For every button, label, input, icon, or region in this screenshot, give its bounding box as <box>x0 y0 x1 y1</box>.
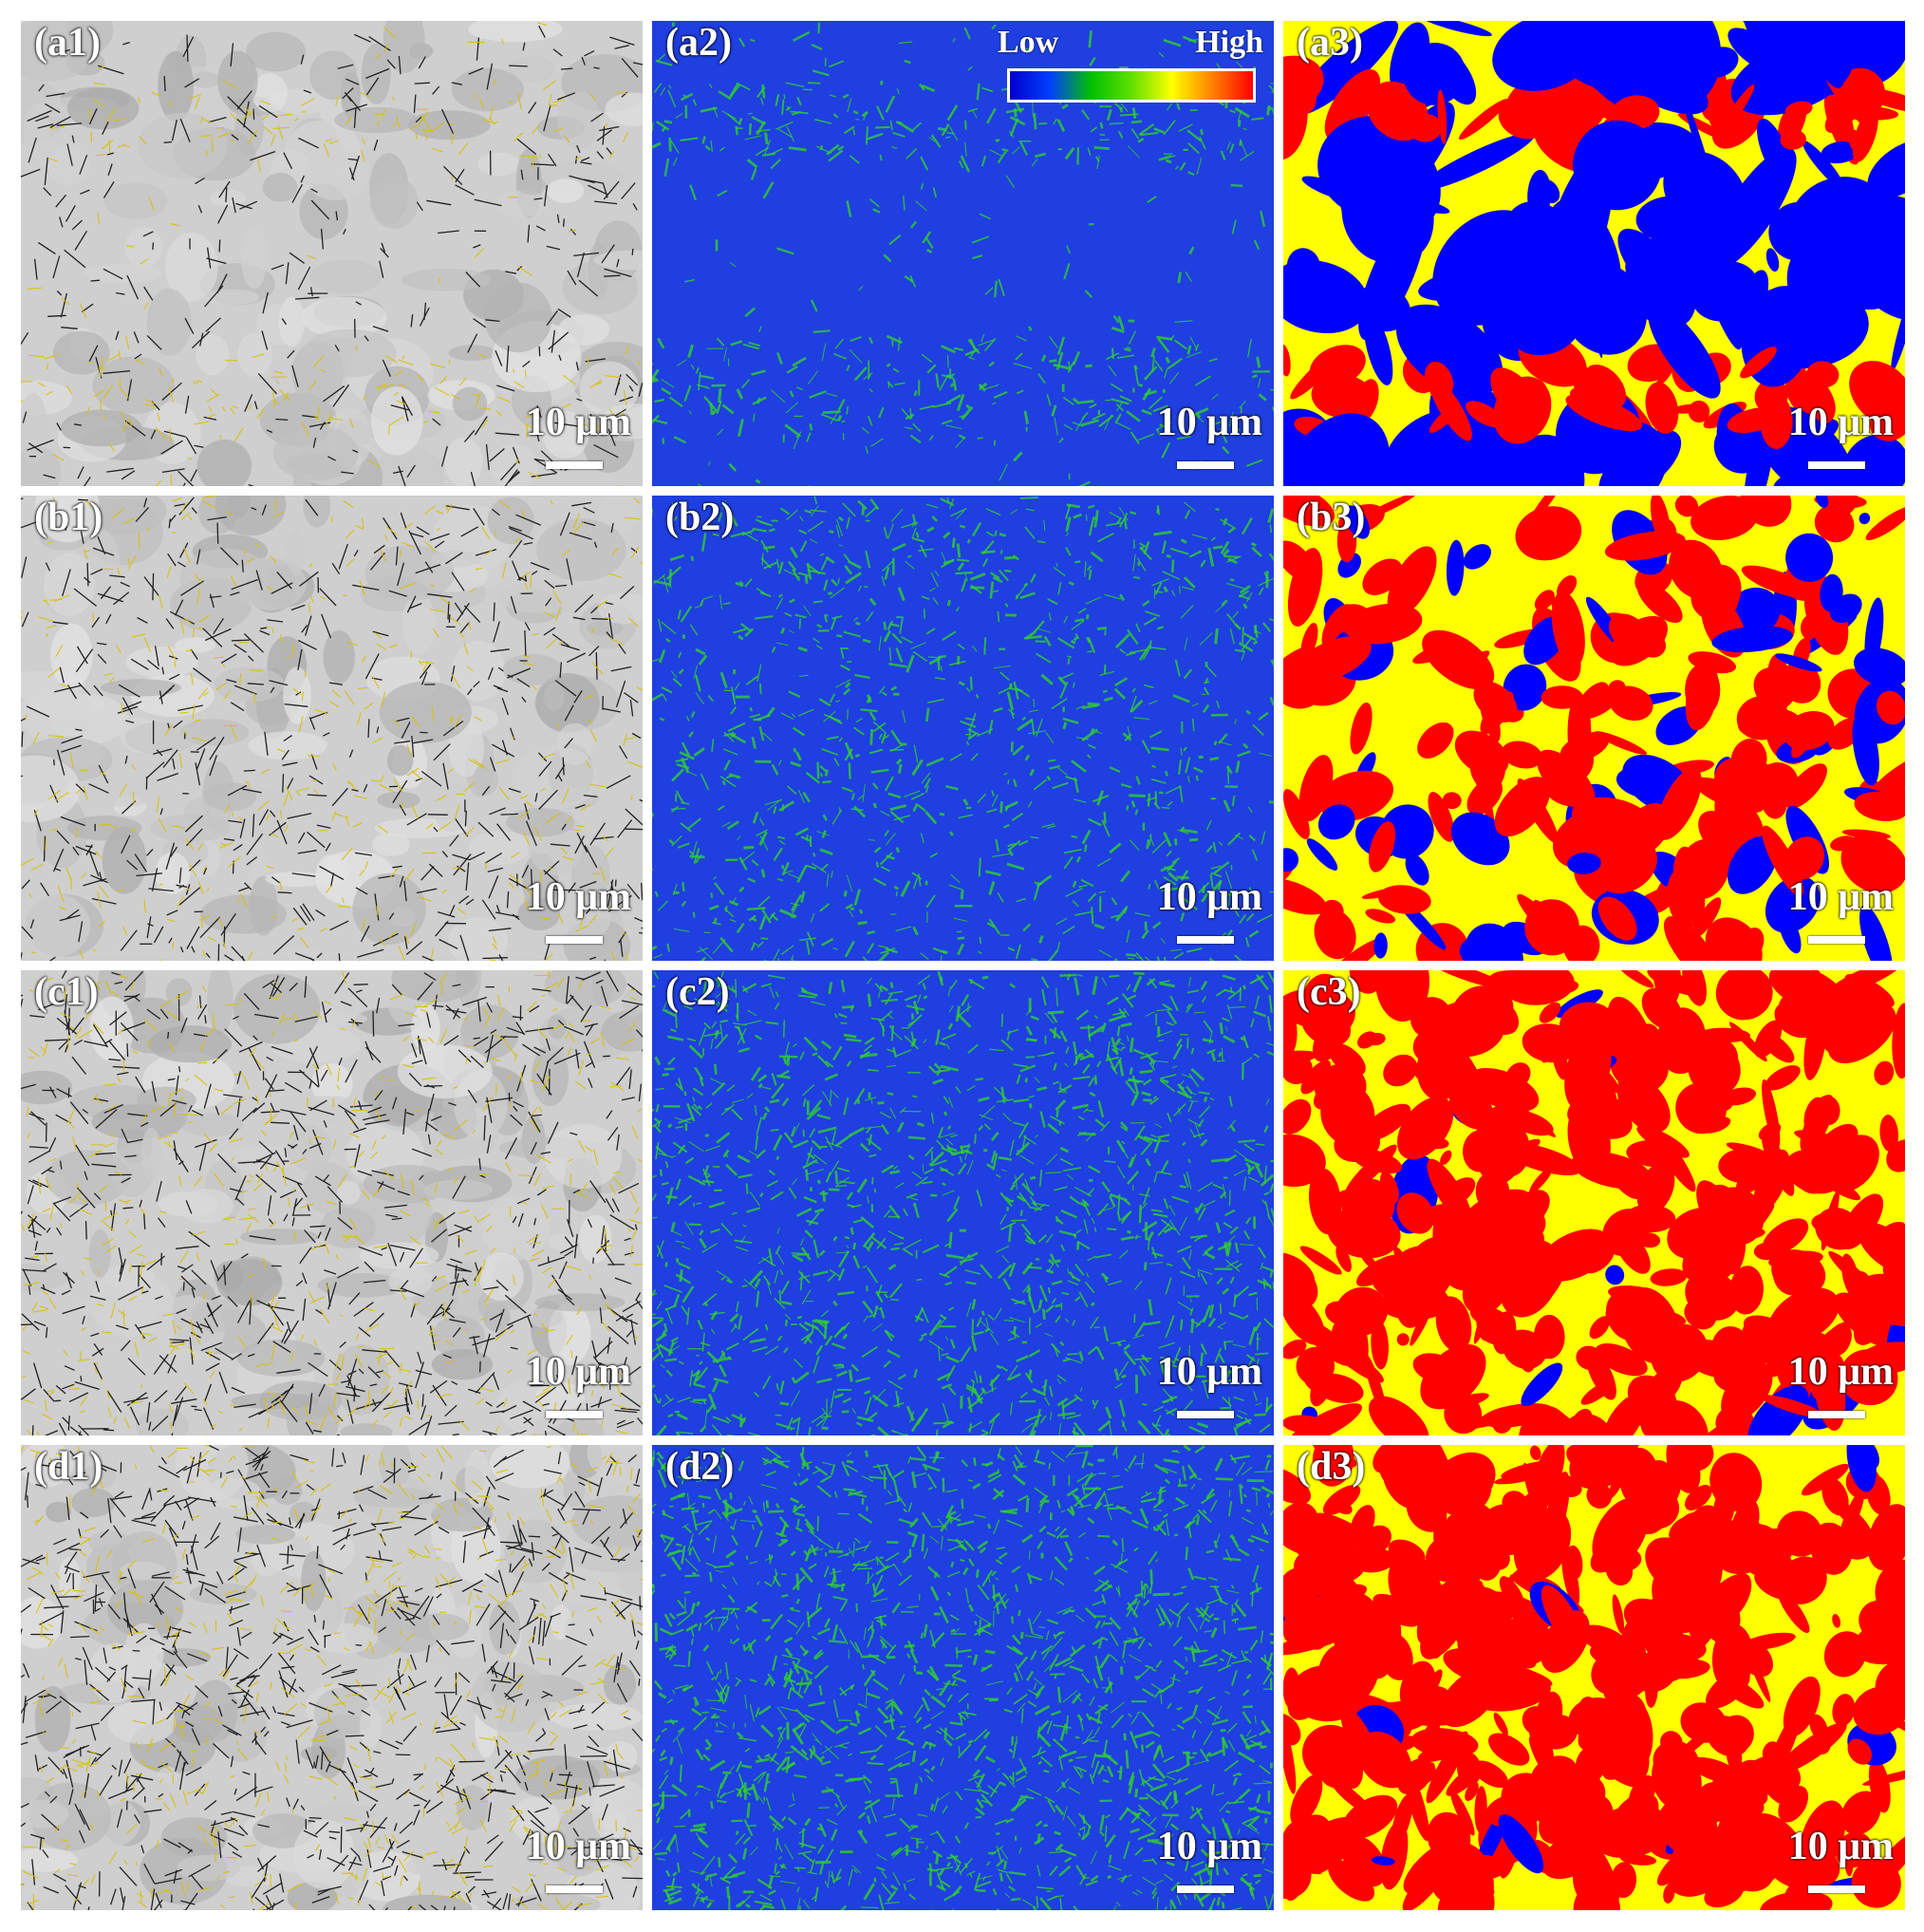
kam-map-image <box>652 970 1274 1435</box>
scale-bar: 10 μm <box>513 1352 631 1418</box>
panel-label: (c1) <box>34 970 99 1014</box>
panel-d2: (d2) 10 μm <box>652 1445 1274 1910</box>
scale-bar: 10 μm <box>513 1827 631 1893</box>
scale-bar-line <box>1808 1885 1865 1893</box>
panel-label: (d2) <box>665 1445 735 1489</box>
scale-bar-label: 10 μm <box>1156 401 1262 444</box>
scale-bar-line <box>546 936 603 944</box>
scale-bar: 10 μm <box>1775 1827 1894 1893</box>
panel-b1: (b1) 10 μm <box>21 496 643 961</box>
scale-bar-label: 10 μm <box>1156 1350 1262 1394</box>
panel-c1: (c1) 10 μm <box>21 970 643 1435</box>
scale-bar-label: 10 μm <box>525 875 631 919</box>
scale-bar-label: 10 μm <box>525 1825 631 1868</box>
scale-bar: 10 μm <box>1775 877 1894 944</box>
scale-bar: 10 μm <box>1775 1352 1894 1418</box>
panel-label: (b1) <box>34 496 103 539</box>
scale-bar-label: 10 μm <box>525 401 631 444</box>
phase-map-image <box>1283 496 1905 961</box>
colorbar-low-label: Low <box>998 25 1059 60</box>
scale-bar-line <box>1808 461 1865 469</box>
band-map-image <box>21 21 643 486</box>
kam-map-image <box>652 1445 1274 1910</box>
scale-bar-label: 10 μm <box>1787 1825 1894 1868</box>
scale-bar-label: 10 μm <box>1787 1350 1894 1394</box>
panel-a1: (a1) 10 μm <box>21 21 643 486</box>
band-map-image <box>21 496 643 961</box>
scale-bar: 10 μm <box>1775 403 1894 469</box>
scale-bar-line <box>546 461 603 469</box>
band-map-image <box>21 1445 643 1910</box>
scale-bar-label: 10 μm <box>525 1350 631 1394</box>
panel-d3: (d3) 10 μm <box>1283 1445 1905 1910</box>
kam-map-image <box>652 496 1274 961</box>
scale-bar-line <box>1808 936 1865 944</box>
scale-bar: 10 μm <box>1144 877 1262 944</box>
scale-bar-label: 10 μm <box>1787 401 1894 444</box>
scale-bar: 10 μm <box>513 403 631 469</box>
scale-bar-line <box>1808 1411 1865 1418</box>
scale-bar-label: 10 μm <box>1156 1825 1262 1868</box>
scale-bar-line <box>546 1885 603 1893</box>
scale-bar-line <box>1177 936 1234 944</box>
scale-bar-line <box>1177 461 1234 469</box>
panel-a2: (a2) 10 μm Low High <box>652 21 1274 486</box>
panel-label: (c2) <box>665 970 730 1014</box>
panel-a3: (a3) 10 μm <box>1283 21 1905 486</box>
phase-map-image <box>1283 1445 1905 1910</box>
phase-map-image <box>1283 21 1905 486</box>
panel-label: (d1) <box>34 1445 103 1489</box>
kam-colorbar: Low High <box>998 25 1263 120</box>
panel-b2: (b2) 10 μm <box>652 496 1274 961</box>
panel-label: (a2) <box>665 21 732 65</box>
scale-bar-label: 10 μm <box>1787 875 1894 919</box>
colorbar-high-label: High <box>1195 25 1263 60</box>
panel-c2: (c2) 10 μm <box>652 970 1274 1435</box>
panel-label: (a1) <box>34 21 101 65</box>
panel-label: (b3) <box>1297 496 1366 539</box>
panel-d1: (d1) 10 μm <box>21 1445 643 1910</box>
scale-bar: 10 μm <box>1144 403 1262 469</box>
scale-bar: 10 μm <box>513 877 631 944</box>
panel-label: (c3) <box>1297 970 1361 1014</box>
scale-bar-line <box>1177 1885 1234 1893</box>
scale-bar-line <box>1177 1411 1234 1418</box>
scale-bar: 10 μm <box>1144 1352 1262 1418</box>
panel-label: (b2) <box>665 496 735 539</box>
panel-label: (d3) <box>1297 1445 1366 1489</box>
scale-bar: 10 μm <box>1144 1827 1262 1893</box>
panel-b3: (b3) 10 μm <box>1283 496 1905 961</box>
panel-c3: (c3) 10 μm <box>1283 970 1905 1435</box>
scale-bar-label: 10 μm <box>1156 875 1262 919</box>
panel-label: (a3) <box>1297 21 1363 65</box>
scale-bar-line <box>546 1411 603 1418</box>
colorbar-gradient <box>1007 68 1256 103</box>
